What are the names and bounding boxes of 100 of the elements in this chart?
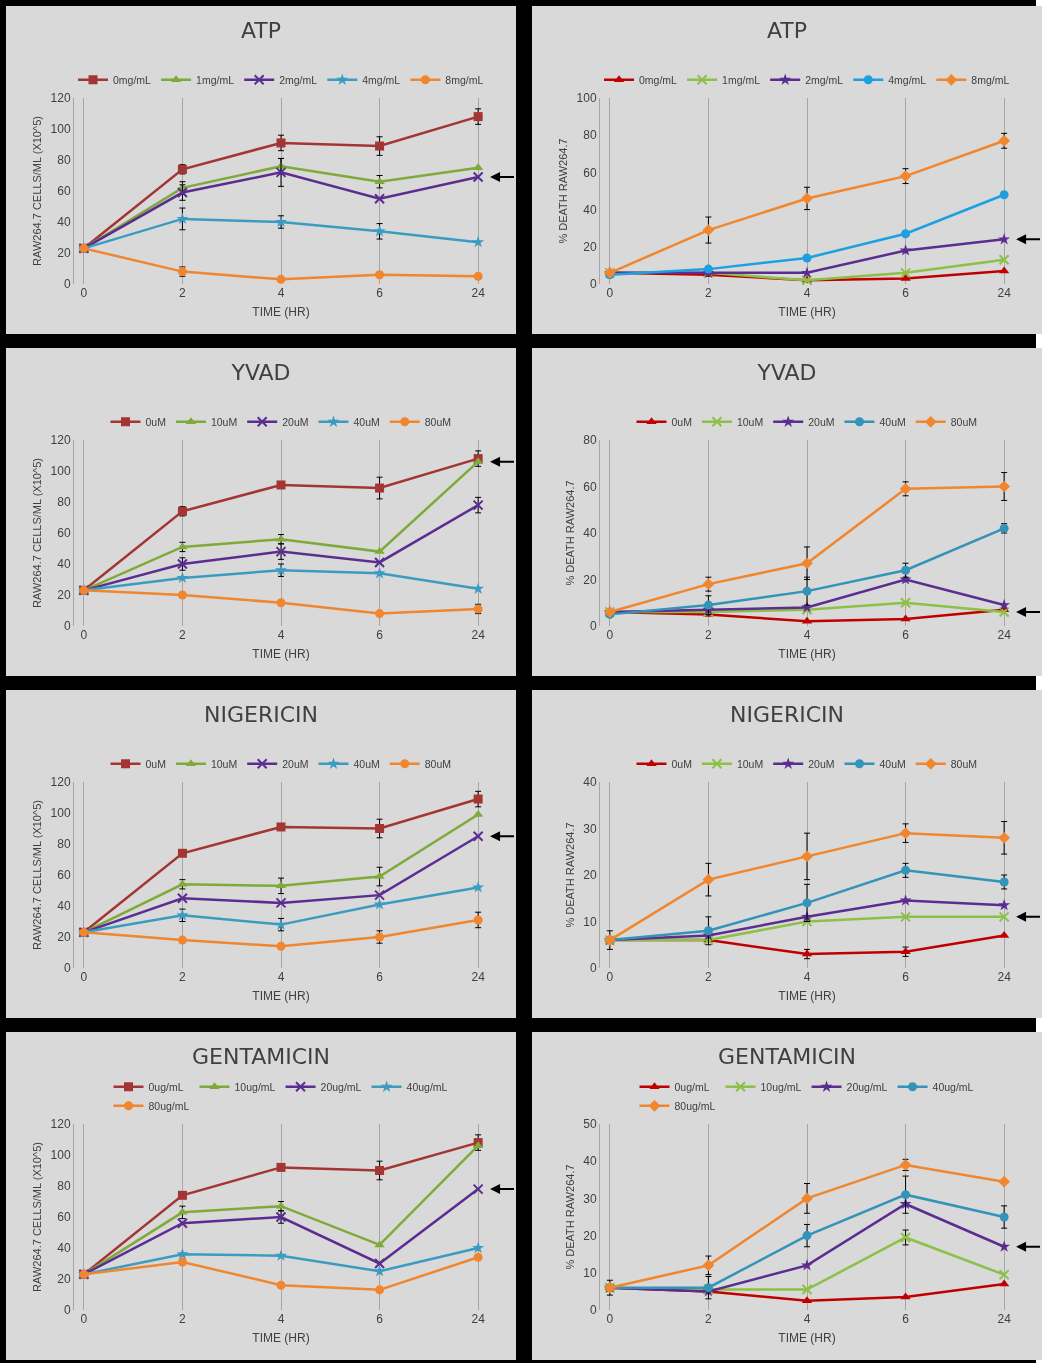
legend-label: 8mg/mL bbox=[445, 73, 484, 86]
legend-label: 10uM bbox=[736, 415, 764, 428]
y-tick-label: 80 bbox=[57, 1179, 71, 1194]
x-tick-label: 6 bbox=[902, 628, 910, 642]
x-axis-title: TIME (HR) bbox=[778, 304, 836, 319]
legend-label: 10uM bbox=[210, 415, 238, 428]
x-axis-title: TIME (HR) bbox=[252, 988, 310, 1003]
y-tick-label: 60 bbox=[57, 184, 71, 199]
legend-label: 80uM bbox=[950, 757, 977, 770]
x-tick-label: 2 bbox=[705, 628, 713, 642]
y-tick-label: 100 bbox=[576, 91, 597, 106]
chart-title: GENTAMICIN bbox=[192, 1043, 330, 1069]
x-tick-label: 6 bbox=[376, 628, 384, 642]
y-tick-label: 80 bbox=[57, 837, 71, 852]
x-tick-label: 2 bbox=[705, 970, 713, 984]
legend-label: 40ug/mL bbox=[932, 1080, 974, 1093]
legend-label: 80uM bbox=[424, 415, 451, 428]
y-tick-label: 120 bbox=[50, 433, 71, 448]
y-tick-label: 100 bbox=[50, 806, 71, 821]
y-tick-label: 40 bbox=[583, 526, 597, 541]
x-tick-label: 4 bbox=[803, 970, 811, 984]
x-tick-label: 24 bbox=[471, 970, 486, 984]
y-tick-label: 20 bbox=[583, 1228, 597, 1243]
legend-label: 80ug/mL bbox=[674, 1099, 716, 1112]
x-tick-label: 2 bbox=[179, 628, 187, 642]
legend-label: 20ug/mL bbox=[846, 1080, 888, 1093]
legend-label: 40uM bbox=[353, 415, 380, 428]
x-tick-label: 2 bbox=[179, 1312, 187, 1326]
x-tick-label: 6 bbox=[902, 286, 910, 300]
y-tick-label: 80 bbox=[57, 153, 71, 168]
x-axis-title: TIME (HR) bbox=[252, 1330, 310, 1345]
legend-label: 0uM bbox=[671, 757, 692, 770]
x-tick-label: 2 bbox=[705, 1312, 713, 1326]
legend-label: 0mg/mL bbox=[639, 73, 678, 86]
y-tick-label: 10 bbox=[583, 1266, 597, 1280]
x-tick-label: 0 bbox=[80, 970, 88, 984]
legend-label: 2mg/mL bbox=[805, 73, 844, 86]
x-tick-label: 0 bbox=[80, 286, 88, 300]
legend-label: 0mg/mL bbox=[113, 73, 152, 86]
y-tick-label: 20 bbox=[583, 240, 597, 254]
chart-title: NIGERICIN bbox=[730, 701, 844, 727]
y-tick-label: 60 bbox=[583, 479, 597, 494]
y-tick-label: 20 bbox=[57, 930, 71, 945]
legend-label: 10uM bbox=[210, 757, 238, 770]
legend-label: 80ug/mL bbox=[148, 1099, 190, 1112]
y-tick-label: 50 bbox=[583, 1117, 597, 1132]
y-tick-label: 40 bbox=[583, 1154, 597, 1169]
legend-label: 4mg/mL bbox=[888, 73, 927, 86]
x-tick-label: 24 bbox=[471, 1312, 486, 1326]
y-axis-title: RAW264.7 CELLS/ML (X10^5) bbox=[31, 458, 44, 608]
x-tick-label: 6 bbox=[376, 286, 384, 300]
y-tick-label: 40 bbox=[583, 775, 597, 790]
legend-label: 40uM bbox=[353, 757, 380, 770]
x-tick-label: 6 bbox=[902, 1312, 910, 1326]
x-tick-label: 6 bbox=[376, 1312, 384, 1326]
legend-label: 10ug/mL bbox=[234, 1080, 276, 1093]
x-tick-label: 24 bbox=[997, 628, 1012, 642]
x-tick-label: 2 bbox=[179, 970, 187, 984]
x-tick-label: 4 bbox=[803, 286, 811, 300]
chart-title: YVAD bbox=[756, 359, 817, 385]
x-tick-label: 4 bbox=[277, 970, 285, 984]
x-tick-label: 0 bbox=[606, 1312, 614, 1326]
y-tick-label: 40 bbox=[583, 202, 597, 217]
x-tick-label: 4 bbox=[277, 286, 285, 300]
y-axis-title: % DEATH RAW264.7 bbox=[563, 480, 576, 586]
x-tick-label: 4 bbox=[277, 1312, 285, 1326]
y-tick-label: 20 bbox=[583, 868, 597, 883]
x-tick-label: 24 bbox=[997, 286, 1012, 300]
y-tick-label: 30 bbox=[583, 821, 597, 836]
y-tick-label: 20 bbox=[583, 572, 597, 587]
x-tick-label: 0 bbox=[606, 628, 614, 642]
legend-label: 0ug/mL bbox=[148, 1080, 184, 1093]
legend-label: 20uM bbox=[808, 415, 835, 428]
legend-label: 1mg/mL bbox=[722, 73, 761, 86]
legend-label: 0uM bbox=[145, 757, 166, 770]
legend-label: 20ug/mL bbox=[320, 1080, 362, 1093]
legend-label: 4mg/mL bbox=[362, 73, 401, 86]
y-tick-label: 100 bbox=[50, 1148, 71, 1163]
y-tick-label: 60 bbox=[57, 868, 71, 883]
legend-label: 8mg/mL bbox=[971, 73, 1010, 86]
x-tick-label: 4 bbox=[803, 628, 811, 642]
y-tick-label: 60 bbox=[57, 1210, 71, 1225]
y-tick-label: 20 bbox=[57, 1272, 71, 1287]
x-axis-title: TIME (HR) bbox=[778, 988, 836, 1003]
x-tick-label: 6 bbox=[376, 970, 384, 984]
x-tick-label: 4 bbox=[803, 1312, 811, 1326]
chart-title: ATP bbox=[766, 17, 808, 43]
x-tick-label: 2 bbox=[705, 286, 713, 300]
y-tick-label: 80 bbox=[583, 433, 597, 448]
y-tick-label: 80 bbox=[57, 495, 71, 510]
y-tick-label: 40 bbox=[57, 557, 71, 572]
legend-label: 80uM bbox=[424, 757, 451, 770]
x-axis-title: TIME (HR) bbox=[778, 1330, 836, 1345]
legend-label: 80uM bbox=[950, 415, 977, 428]
y-tick-label: 100 bbox=[50, 464, 71, 479]
chart-title: ATP bbox=[240, 17, 282, 43]
x-tick-label: 6 bbox=[902, 970, 910, 984]
legend-label: 20uM bbox=[282, 757, 309, 770]
y-tick-label: 120 bbox=[50, 91, 71, 106]
chart-title: YVAD bbox=[230, 359, 291, 385]
